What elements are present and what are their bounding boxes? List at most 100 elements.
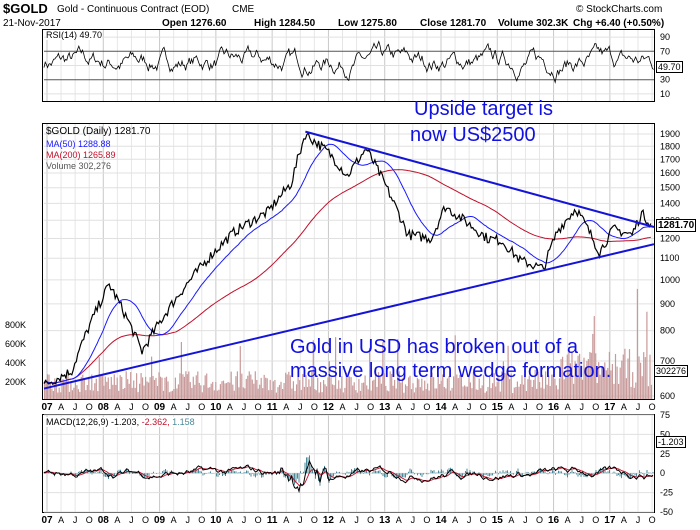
volume-bar [502,361,504,399]
volume-bars [44,288,653,399]
volume-bar [356,392,358,399]
volume-bar [344,387,346,399]
x-tick-label: O [255,402,262,412]
contract-name: Gold - Continuous Contract (EOD) [57,4,210,15]
volume-bar [342,392,344,399]
volume-bar [361,382,363,399]
volume-bar [241,373,243,399]
volume-bar [573,383,575,399]
volume-bar [592,333,594,399]
volume-bar [180,342,182,399]
volume-bar [527,379,529,399]
macd-legend-hist: 1.158 [172,417,195,427]
volume-bar [439,384,441,399]
x-tick-label: O [142,402,149,412]
macd-legend-value: -1.203, [111,417,140,427]
rsi-tick-label: 30 [660,75,670,85]
volume-bar [97,391,99,399]
volume-bar [224,383,226,399]
volume-bar [128,383,130,399]
x-tick-label: O [198,515,205,525]
volume-bar [434,388,436,399]
volume-bar [522,384,525,399]
volume-bar [61,379,63,399]
volume-bar [232,384,234,399]
volume-bar [372,380,374,399]
volume-bar [151,356,153,399]
volume-bar [165,376,168,399]
x-tick-label: A [508,515,514,525]
x-tick-label: O [367,402,374,412]
volume-bar [484,392,486,399]
volume-bar [622,354,624,399]
ma50-line [43,143,651,384]
volume-bar [197,371,199,399]
volume-bar [167,381,169,399]
x-tick-label: 17 [604,515,616,526]
volume-bar [546,384,548,399]
volume-bar [557,389,559,399]
volume-bar [624,348,626,399]
x-tick-label: O [142,515,149,525]
volume-bar [376,386,378,399]
volume-bar [280,381,282,399]
volume-bar [68,391,70,399]
volume-bar [331,384,334,399]
volume-bar [288,371,290,399]
price-tick-label: 1500 [660,183,680,193]
macd-legend-prefix: MACD(12,26,9) [46,417,109,427]
volume-bar [489,375,491,399]
volume-bar [305,375,307,399]
volume-bar [95,378,97,399]
volume-bar [206,373,208,399]
volume-bar [512,393,514,399]
volume-bar [272,381,274,399]
volume-bar [137,392,139,399]
x-tick-label: J [298,402,303,412]
volume-bar [203,385,205,399]
macd-series [43,455,654,494]
volume-bar [173,389,175,399]
x-tick-label: 07 [41,515,53,526]
x-tick-label: O [592,515,599,525]
x-tick-label: A [283,402,289,412]
volume-bar [250,374,252,399]
volume-bar [464,385,466,399]
volume-bar [552,374,554,399]
volume-bar [563,379,565,399]
volume-bar [149,377,151,399]
x-tick-label: A [452,402,458,412]
volume-bar [49,383,51,399]
volume-bar [382,342,384,399]
volume-bar [296,384,298,399]
volume-bar [398,371,400,399]
volume-bar [330,377,332,399]
volume-bar [644,357,646,399]
x-tick-label: O [86,515,93,525]
axis-ticks: 0707AAJJOO0808AAJJOO0909AAJJOO1010AAJJOO… [5,32,680,526]
volume-bar [271,390,273,399]
volume-bar [610,370,612,399]
volume-bar [345,372,347,399]
volume-bar [628,349,631,399]
volume-bar [218,389,220,399]
volume-bar [649,354,651,399]
macd-tick-label: 75 [660,410,670,420]
volume-bar [541,374,544,399]
volume-bar [619,367,621,399]
volume-bar [534,369,536,399]
volume-bar [155,377,157,399]
volume-bar [548,375,550,399]
volume-bar [104,376,106,399]
price-tick-label: 1200 [660,233,680,243]
volume-bar [490,388,492,399]
volume-bar [70,381,72,399]
macd-last-value: -1.203 [656,436,686,448]
volume-bar [116,377,118,399]
x-tick-label: J [411,402,416,412]
annotation-target-line1: Upside target is [414,98,553,120]
volume-bar [462,386,464,399]
volume-bar [183,376,185,399]
x-tick-label: J [73,515,78,525]
volume-bar [377,372,380,399]
